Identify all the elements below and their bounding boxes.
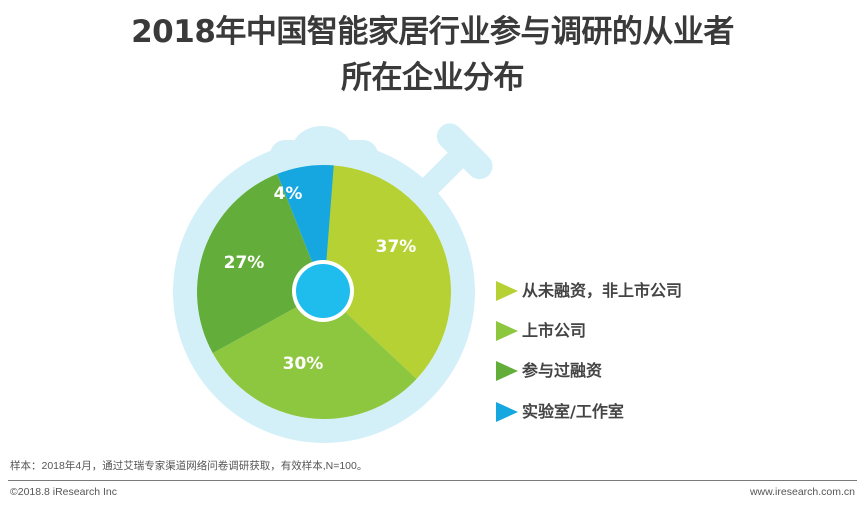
chart-title-line1: 2018年中国智能家居行业参与调研的从业者 xyxy=(131,14,734,50)
pie-slices xyxy=(196,165,451,419)
legend-label: 实验室/工作室 xyxy=(522,402,624,421)
legend-triangle-icon xyxy=(496,402,518,422)
pie-labels: 37% 30% 27% 4% xyxy=(224,184,417,374)
slice-value-label: 30% xyxy=(283,354,324,374)
legend-triangle-icon xyxy=(496,321,518,341)
footer-divider xyxy=(8,480,857,481)
pie-slice-0 xyxy=(324,165,451,379)
website-link: www.iresearch.com.cn xyxy=(749,486,855,498)
slice-value-label: 37% xyxy=(376,237,417,257)
chart-title-line2: 所在企业分布 xyxy=(341,60,525,96)
pie-slice-2 xyxy=(196,173,324,354)
legend-item-listed-company: 上市公司 xyxy=(496,320,756,342)
copyright: ©2018.8 iResearch Inc xyxy=(10,486,117,498)
legend-item-lab-studio: 实验室/工作室 xyxy=(496,401,756,423)
legend-item-unfunded-private: 从未融资，非上市公司 xyxy=(496,280,756,302)
pie-slice-1 xyxy=(212,292,417,419)
legend-triangle-icon xyxy=(496,361,518,381)
legend-label: 从未融资，非上市公司 xyxy=(522,281,683,300)
hub-dot xyxy=(296,264,350,318)
legend-label: 上市公司 xyxy=(522,321,587,340)
legend-triangle-icon xyxy=(496,281,518,301)
sample-note: 样本：2018年4月，通过艾瑞专家渠道网络问卷调研获取，有效样本,N=100。 xyxy=(10,460,368,472)
slice-value-label: 4% xyxy=(274,184,303,204)
center-hub xyxy=(292,260,354,322)
slice-value-label: 27% xyxy=(224,253,265,273)
legend-item-funded: 参与过融资 xyxy=(496,360,756,382)
legend-label: 参与过融资 xyxy=(522,361,603,380)
